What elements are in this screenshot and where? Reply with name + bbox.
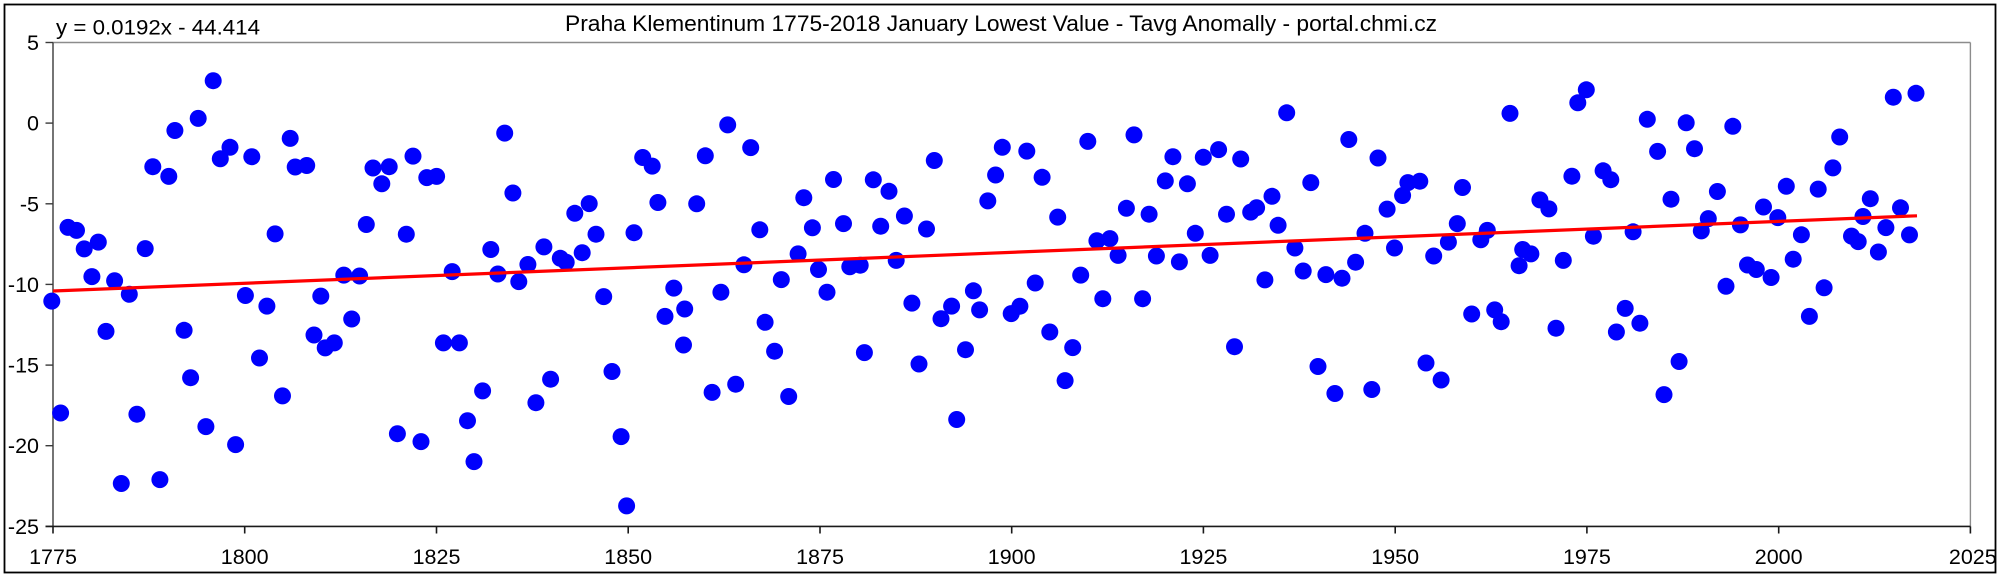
svg-text:-20: -20 — [8, 434, 39, 458]
svg-text:y = 0.0192x - 44.414: y = 0.0192x - 44.414 — [56, 16, 260, 40]
svg-text:1900: 1900 — [988, 545, 1036, 569]
svg-text:-15: -15 — [8, 354, 39, 378]
svg-text:1800: 1800 — [221, 545, 269, 569]
svg-text:1950: 1950 — [1371, 545, 1419, 569]
svg-text:-10: -10 — [8, 273, 39, 297]
svg-text:0: 0 — [27, 112, 39, 136]
svg-text:1825: 1825 — [413, 545, 461, 569]
svg-text:1775: 1775 — [29, 545, 77, 569]
svg-text:5: 5 — [27, 31, 39, 55]
svg-text:1975: 1975 — [1563, 545, 1611, 569]
svg-text:1925: 1925 — [1179, 545, 1227, 569]
svg-text:2025: 2025 — [1949, 545, 1997, 569]
svg-text:1875: 1875 — [796, 545, 844, 569]
svg-text:1850: 1850 — [604, 545, 652, 569]
svg-text:2000: 2000 — [1755, 545, 1803, 569]
svg-text:-25: -25 — [8, 515, 39, 539]
svg-text:Praha Klementinum 1775-2018 Ja: Praha Klementinum 1775-2018 January Lowe… — [565, 11, 1437, 36]
svg-text:-5: -5 — [20, 192, 39, 216]
